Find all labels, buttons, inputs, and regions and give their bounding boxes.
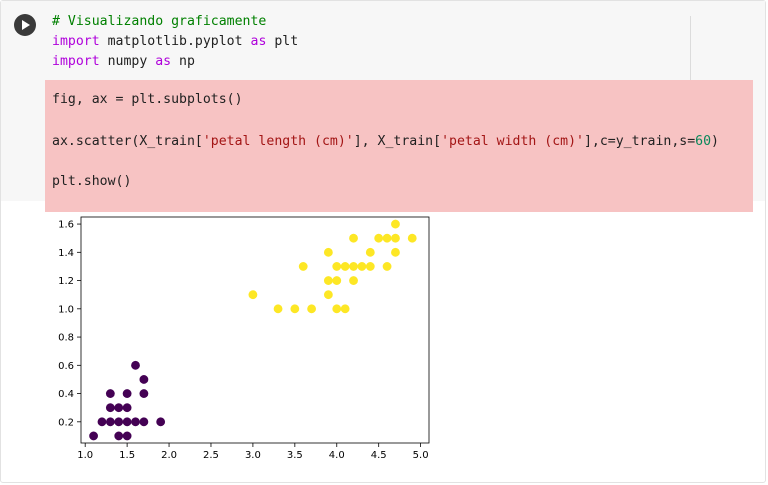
y-tick-label: 0.4	[58, 389, 74, 400]
data-point	[323, 290, 333, 300]
data-point	[114, 431, 124, 441]
scatter-plot: 1.0 1.5 2.0 2.5 3.0 3.5 4.0 4.5 5.0 0.2 0.4 0.6 0.8 1…	[58, 216, 430, 461]
data-point	[349, 262, 358, 271]
data-point	[248, 290, 258, 300]
data-point	[365, 247, 375, 257]
data-point	[122, 403, 132, 413]
x-tick-label: 1.0	[77, 450, 93, 461]
run-cell-button[interactable]	[14, 14, 36, 36]
code-line: # Visualizando graficamente	[52, 14, 267, 29]
x-tick-label: 2.0	[161, 450, 177, 461]
data-point	[332, 276, 342, 285]
x-tick-label: 3.5	[287, 450, 303, 461]
data-point	[357, 262, 367, 271]
y-tick-label: 0.8	[58, 333, 74, 344]
code-line: import matplotlib.pyplot as plt	[52, 34, 299, 49]
data-point	[290, 304, 300, 314]
data-point	[298, 262, 308, 271]
data-point	[139, 389, 149, 398]
plot-area	[80, 216, 430, 444]
x-tick-label: 5.0	[413, 450, 429, 461]
y-tick-label: 1.0	[58, 304, 74, 315]
data-point	[349, 276, 358, 285]
data-point	[391, 233, 400, 243]
data-point	[105, 417, 115, 427]
data-point	[332, 304, 342, 314]
data-point	[323, 276, 333, 285]
code-line: fig, ax = plt.subplots()	[52, 92, 243, 107]
x-tick-label: 2.5	[203, 450, 219, 461]
data-point	[105, 389, 115, 398]
x-tick-label: 4.0	[329, 450, 345, 461]
data-point	[391, 219, 400, 229]
data-point	[307, 304, 317, 314]
code-line: import numpy as np	[52, 54, 195, 69]
data-point	[122, 417, 132, 427]
data-point	[391, 247, 400, 257]
data-point	[349, 233, 358, 243]
data-point	[139, 375, 149, 384]
code-line: ax.scatter(X_train['petal length (cm)'],…	[52, 134, 719, 149]
data-point	[122, 431, 132, 441]
code-line: plt.show()	[52, 174, 132, 189]
y-tick-label: 0.6	[58, 361, 74, 372]
data-point	[122, 389, 132, 398]
x-tick-label: 1.5	[119, 450, 135, 461]
data-point	[139, 417, 149, 427]
x-tick-label: 4.5	[371, 450, 387, 461]
data-point	[407, 233, 417, 243]
data-point	[382, 233, 392, 243]
y-tick-label: 0.2	[58, 417, 74, 428]
data-point	[382, 262, 392, 271]
data-point	[114, 417, 124, 427]
data-point	[89, 431, 98, 441]
data-point	[323, 247, 333, 257]
code-editor[interactable]: # Visualizando graficamente import matplo…	[52, 12, 298, 72]
data-point	[114, 403, 124, 413]
data-point	[273, 304, 283, 314]
data-point	[131, 360, 140, 370]
y-tick-label: 1.6	[58, 220, 74, 231]
y-tick-label: 1.4	[58, 248, 74, 259]
data-point	[97, 417, 107, 427]
data-point	[105, 403, 115, 413]
x-tick-label: 3.0	[245, 450, 261, 461]
data-point	[340, 262, 350, 271]
data-point	[131, 417, 140, 427]
data-point	[332, 262, 342, 271]
y-tick-label: 1.2	[58, 276, 74, 287]
data-point	[365, 262, 375, 271]
data-point	[156, 417, 166, 427]
data-point	[374, 233, 384, 243]
data-point	[340, 304, 350, 314]
selection-highlight	[45, 80, 753, 212]
